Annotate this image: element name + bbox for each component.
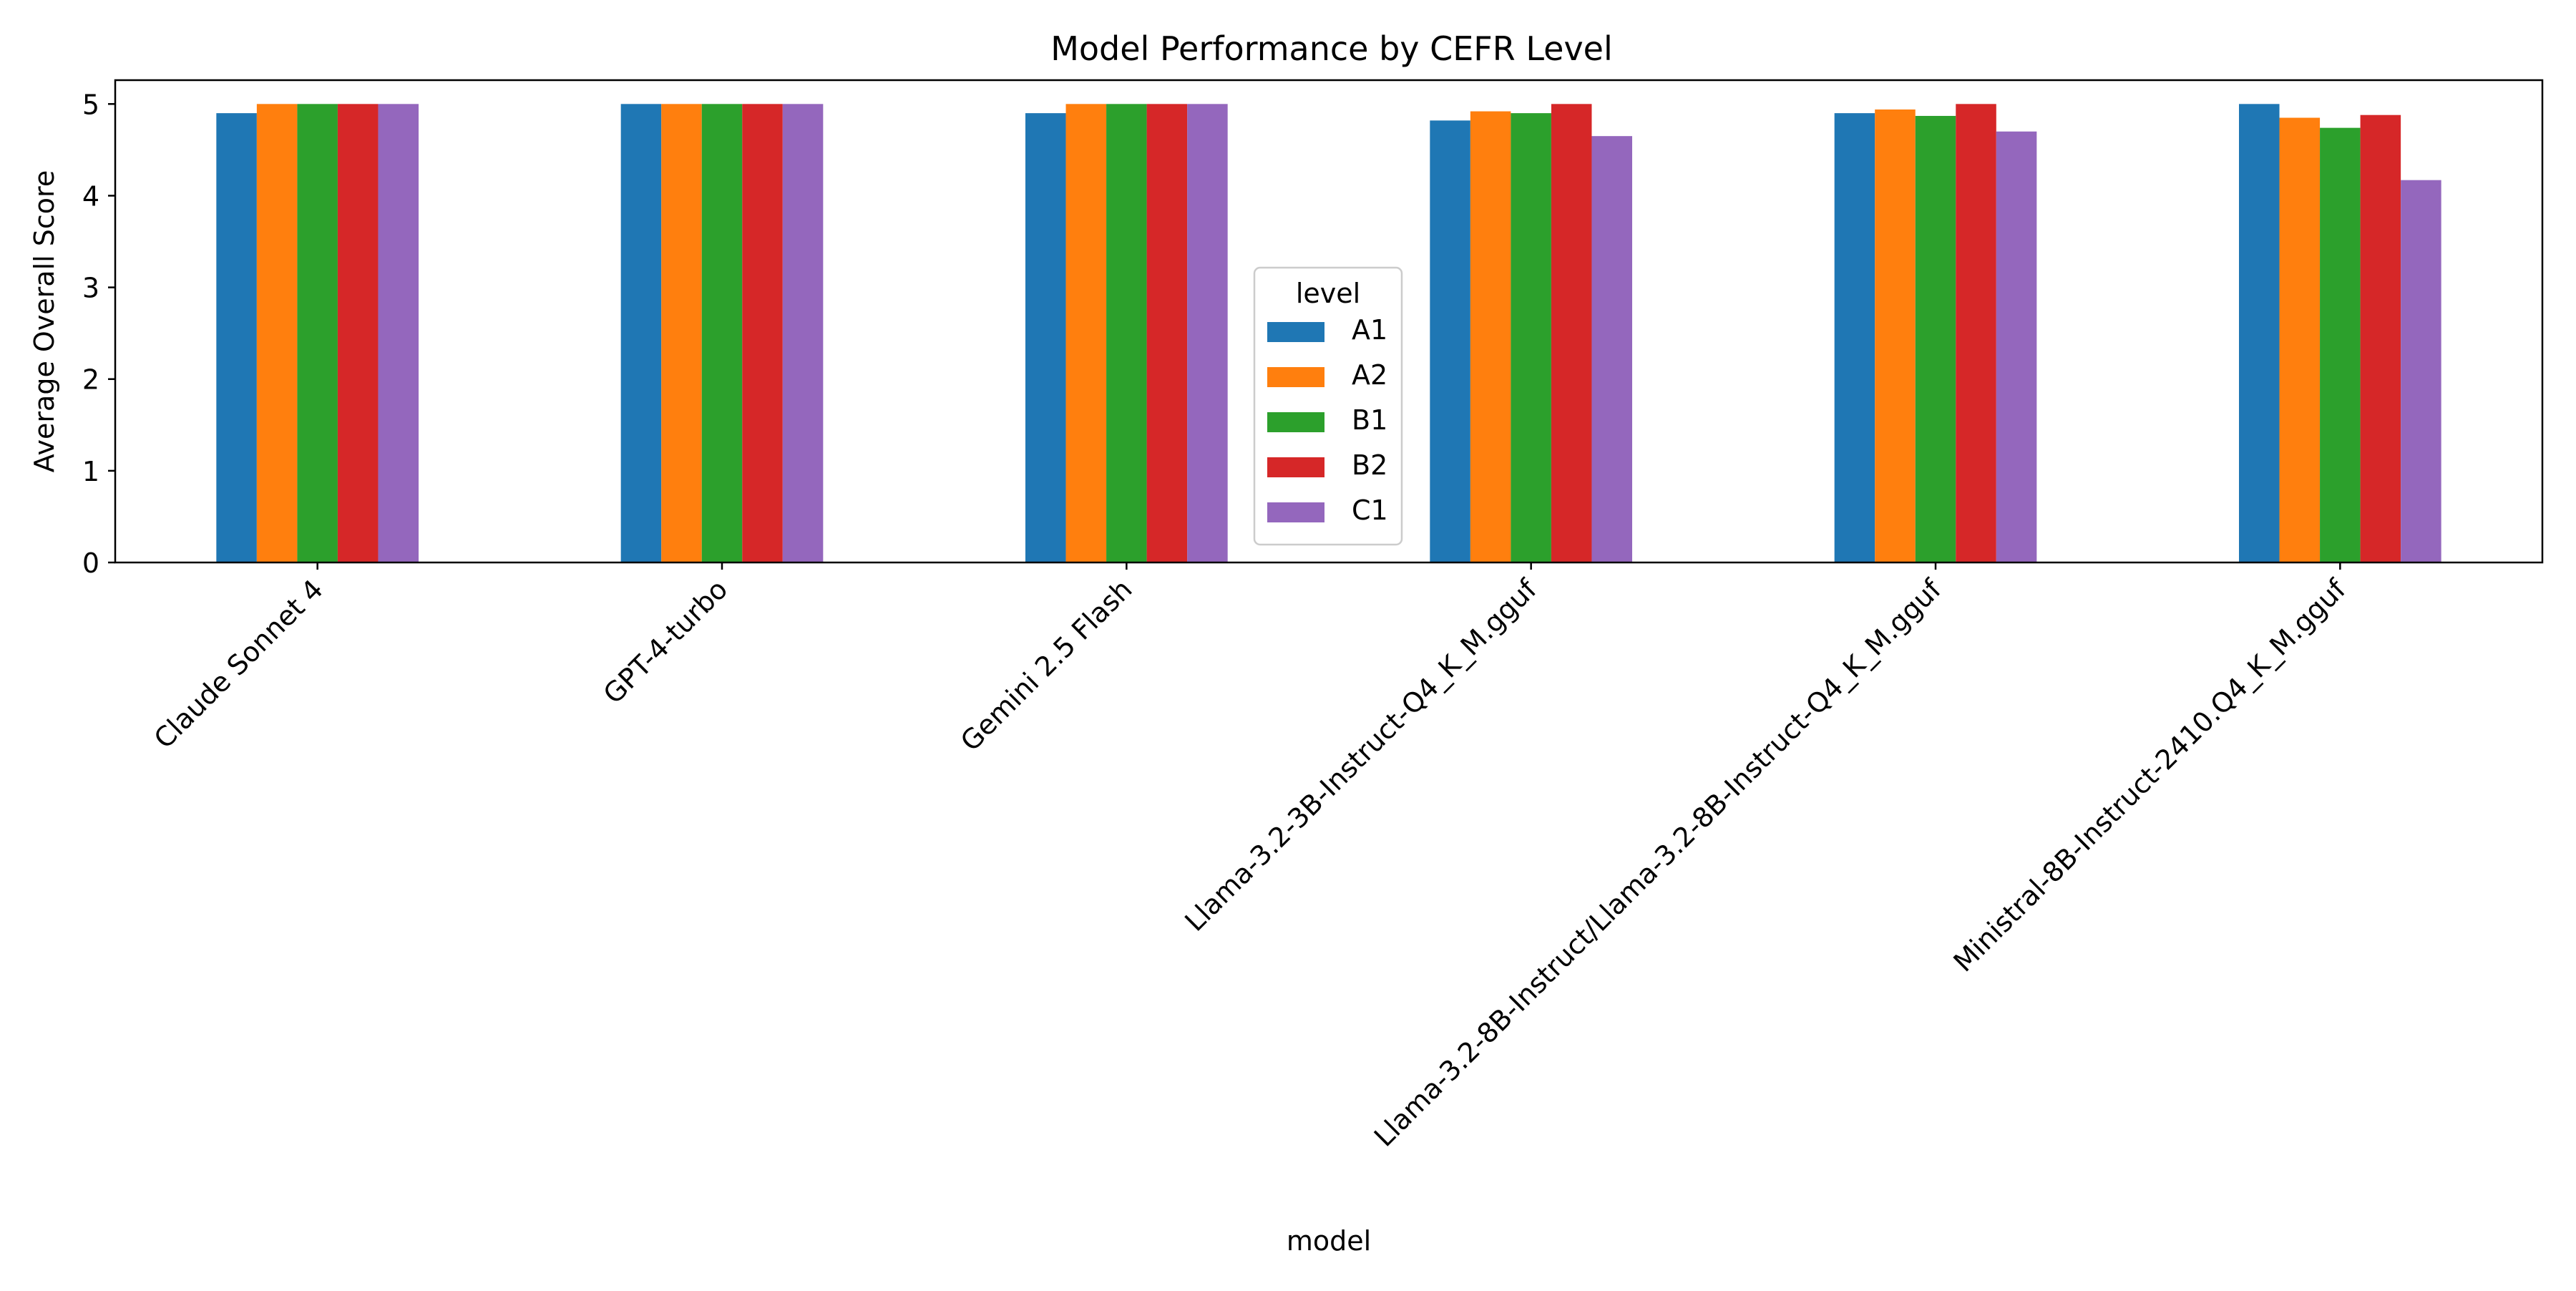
bar-a1-6 [2239, 104, 2280, 563]
bar-c1-1 [378, 104, 419, 563]
bar-b1-4 [1511, 113, 1551, 562]
bar-a1-3 [1025, 113, 1066, 562]
legend-label-c1: C1 [1352, 495, 1388, 526]
bar-b2-1 [337, 104, 379, 563]
legend-title: level [1296, 278, 1360, 309]
bar-c1-3 [1187, 104, 1228, 563]
y-tick-label: 5 [82, 89, 99, 120]
bar-a1-1 [216, 113, 257, 562]
legend: level A1 A2 B1 B2 C1 [1253, 266, 1403, 546]
bar-a1-5 [1834, 113, 1875, 562]
legend-swatch-b2 [1267, 457, 1324, 477]
legend-swatch-c1 [1267, 502, 1324, 522]
x-tick-label: GPT-4-turbo [597, 573, 734, 710]
legend-label-b1: B1 [1352, 404, 1387, 436]
legend-swatch-a1 [1267, 322, 1324, 342]
y-tick-label: 1 [82, 456, 99, 487]
bar-b2-4 [1551, 104, 1592, 563]
legend-swatch-a2 [1267, 367, 1324, 387]
x-axis-label: model [1287, 1225, 1371, 1257]
bar-b1-6 [2320, 127, 2361, 563]
y-tick-label: 0 [82, 547, 99, 579]
bar-b2-6 [2360, 115, 2401, 562]
x-tick-label: Ministral-8B-Instruct-2410.Q4_K_M.gguf [1947, 573, 2352, 978]
bar-c1-6 [2401, 180, 2441, 563]
bar-a2-5 [1875, 109, 1916, 563]
plot-area: 0 1 2 3 4 5 Claude Sonnet 4 GPT-4-turbo Gemini 2… [82, 79, 2544, 1153]
legend-label-a2: A2 [1352, 359, 1387, 391]
bar-a1-4 [1430, 120, 1470, 562]
bar-b1-5 [1915, 115, 1956, 562]
bar-c1-4 [1591, 136, 1632, 562]
x-tick-label: Gemini 2.5 Flash [955, 573, 1138, 757]
y-axis-label: Average Overall Score [29, 170, 60, 472]
bar-c1-2 [782, 104, 824, 563]
bar-b2-5 [1956, 104, 1996, 563]
bar-a1-2 [620, 104, 662, 563]
bar-b1-3 [1106, 104, 1147, 563]
bar-a2-2 [661, 104, 702, 563]
bar-b1-1 [297, 104, 338, 563]
bar-a2-1 [256, 104, 298, 563]
bar-b2-2 [742, 104, 783, 563]
plot-frame [114, 79, 2544, 564]
x-tick-label: Llama-3.2-3B-Instruct-Q4_K_M.gguf [1179, 573, 1543, 937]
bar-a2-3 [1065, 104, 1107, 563]
legend-swatch-b1 [1267, 412, 1324, 432]
x-tick-label: Claude Sonnet 4 [148, 573, 329, 754]
legend-label-a1: A1 [1352, 314, 1387, 346]
bar-a2-6 [2279, 117, 2321, 562]
bar-b1-2 [701, 104, 743, 563]
bar-b2-3 [1146, 104, 1188, 563]
y-tick-label: 4 [82, 180, 99, 212]
bar-c1-5 [1996, 131, 2037, 562]
legend-label-b2: B2 [1352, 449, 1387, 481]
chart-title: Model Performance by CEFR Level [1050, 29, 1613, 68]
y-tick-label: 2 [82, 364, 99, 396]
y-tick-label: 3 [82, 273, 99, 304]
bar-a2-4 [1470, 111, 1511, 563]
